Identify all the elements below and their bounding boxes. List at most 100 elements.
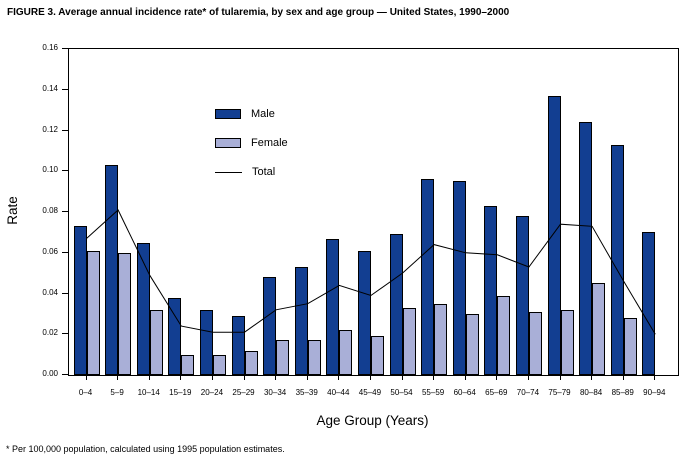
- x-tick-label: 30–34: [263, 388, 287, 397]
- male-bar: [231, 315, 245, 375]
- x-tick-mark: [464, 375, 466, 380]
- female-bar: [339, 330, 353, 375]
- y-tick-label: 0.04: [42, 287, 58, 297]
- y-tick-label: 0.10: [42, 165, 58, 175]
- male-bar: [73, 226, 87, 375]
- total-line-swatch-icon: [215, 171, 242, 173]
- x-tick-label: 15–19: [169, 388, 192, 397]
- plot-area: Male Female Total: [68, 48, 679, 376]
- male-bar: [579, 122, 593, 375]
- female-bar: [181, 354, 195, 375]
- legend-label-total: Total: [252, 165, 276, 178]
- female-bar: [149, 309, 163, 375]
- x-tick-mark: [401, 375, 403, 380]
- x-tick-mark: [148, 375, 150, 380]
- male-bar: [484, 205, 498, 375]
- x-tick-label: 55–59: [421, 388, 445, 397]
- legend: Male Female Total: [215, 104, 288, 191]
- x-tick-label: 65–69: [485, 388, 508, 397]
- x-tick-mark: [527, 375, 529, 380]
- x-tick-mark: [622, 375, 624, 380]
- female-bar: [592, 283, 606, 375]
- female-bar: [623, 318, 637, 375]
- female-bar: [560, 309, 574, 375]
- female-bar: [402, 307, 416, 375]
- legend-row-male: Male: [215, 104, 288, 124]
- x-tick-mark: [85, 375, 87, 380]
- male-bar: [357, 250, 371, 375]
- x-tick-label: 50–54: [390, 388, 413, 397]
- female-bar: [370, 336, 384, 375]
- male-bar: [199, 309, 213, 375]
- male-bar: [642, 232, 656, 375]
- x-tick-label: 75–79: [548, 388, 571, 397]
- male-bar: [105, 165, 119, 375]
- legend-label-female: Female: [251, 136, 288, 149]
- x-axis-title: Age Group (Years): [316, 413, 429, 428]
- male-bar: [326, 238, 340, 375]
- x-tick-label: 45–49: [358, 388, 382, 397]
- y-tick-mark: [62, 292, 68, 294]
- y-tick-mark: [62, 129, 68, 131]
- legend-row-female: Female: [215, 133, 288, 153]
- y-axis-title: Rate: [4, 196, 20, 225]
- legend-label-male: Male: [251, 107, 275, 120]
- footnote: * Per 100,000 population, calculated usi…: [6, 444, 285, 454]
- y-tick-label: 0.00: [42, 369, 58, 378]
- x-tick-mark: [496, 375, 498, 380]
- female-swatch-icon: [215, 138, 241, 148]
- x-tick-label: 0–4: [78, 388, 93, 397]
- x-tick-mark: [275, 375, 277, 380]
- y-tick-mark: [62, 170, 68, 172]
- female-bar: [497, 295, 511, 375]
- y-tick-label: 0.14: [42, 83, 58, 93]
- y-tick-mark: [62, 374, 68, 375]
- y-tick-mark: [62, 211, 68, 212]
- female-bar: [276, 340, 290, 375]
- x-tick-mark: [117, 375, 119, 380]
- male-swatch-icon: [215, 109, 241, 119]
- x-tick-label: 90–94: [643, 388, 666, 397]
- x-tick-mark: [654, 375, 656, 380]
- x-tick-label: 70–74: [516, 388, 540, 397]
- male-bar: [452, 181, 466, 375]
- y-tick-mark: [62, 48, 68, 49]
- male-bar: [421, 179, 435, 375]
- y-tick-label: 0.16: [42, 43, 58, 52]
- x-tick-mark: [369, 375, 371, 380]
- male-bar: [515, 216, 529, 375]
- x-tick-mark: [180, 375, 182, 380]
- y-tick-label: 0.06: [42, 246, 58, 256]
- total-line-layer: [86, 209, 656, 335]
- y-tick-mark: [62, 88, 68, 90]
- x-tick-mark: [211, 375, 213, 380]
- x-tick-label: 60–64: [453, 388, 476, 397]
- y-tick-label: 0.08: [42, 206, 58, 215]
- female-bar: [465, 313, 479, 375]
- x-tick-label: 20–24: [200, 388, 224, 397]
- total-line: [86, 209, 656, 335]
- male-bar: [389, 234, 403, 375]
- figure-title: FIGURE 3. Average annual incidence rate*…: [7, 7, 510, 18]
- male-bar: [168, 297, 182, 375]
- x-tick-mark: [243, 375, 245, 380]
- x-tick-mark: [591, 375, 593, 380]
- legend-row-total: Total: [215, 162, 288, 182]
- x-tick-label: 5–9: [110, 388, 124, 397]
- x-tick-label: 40–44: [327, 388, 350, 397]
- x-tick-label: 85–89: [611, 388, 634, 397]
- x-tick-mark: [338, 375, 340, 380]
- x-tick-label: 35–39: [295, 388, 318, 397]
- y-tick-label: 0.02: [42, 328, 58, 338]
- x-tick-mark: [306, 375, 308, 380]
- female-bar: [307, 340, 321, 375]
- male-bar: [136, 242, 150, 375]
- female-bar: [212, 354, 226, 375]
- female-bar: [434, 303, 448, 375]
- y-tick-mark: [62, 333, 68, 335]
- x-tick-label: 25–29: [232, 388, 255, 397]
- x-tick-mark: [559, 375, 561, 380]
- female-bar: [86, 250, 100, 375]
- male-bar: [294, 267, 308, 375]
